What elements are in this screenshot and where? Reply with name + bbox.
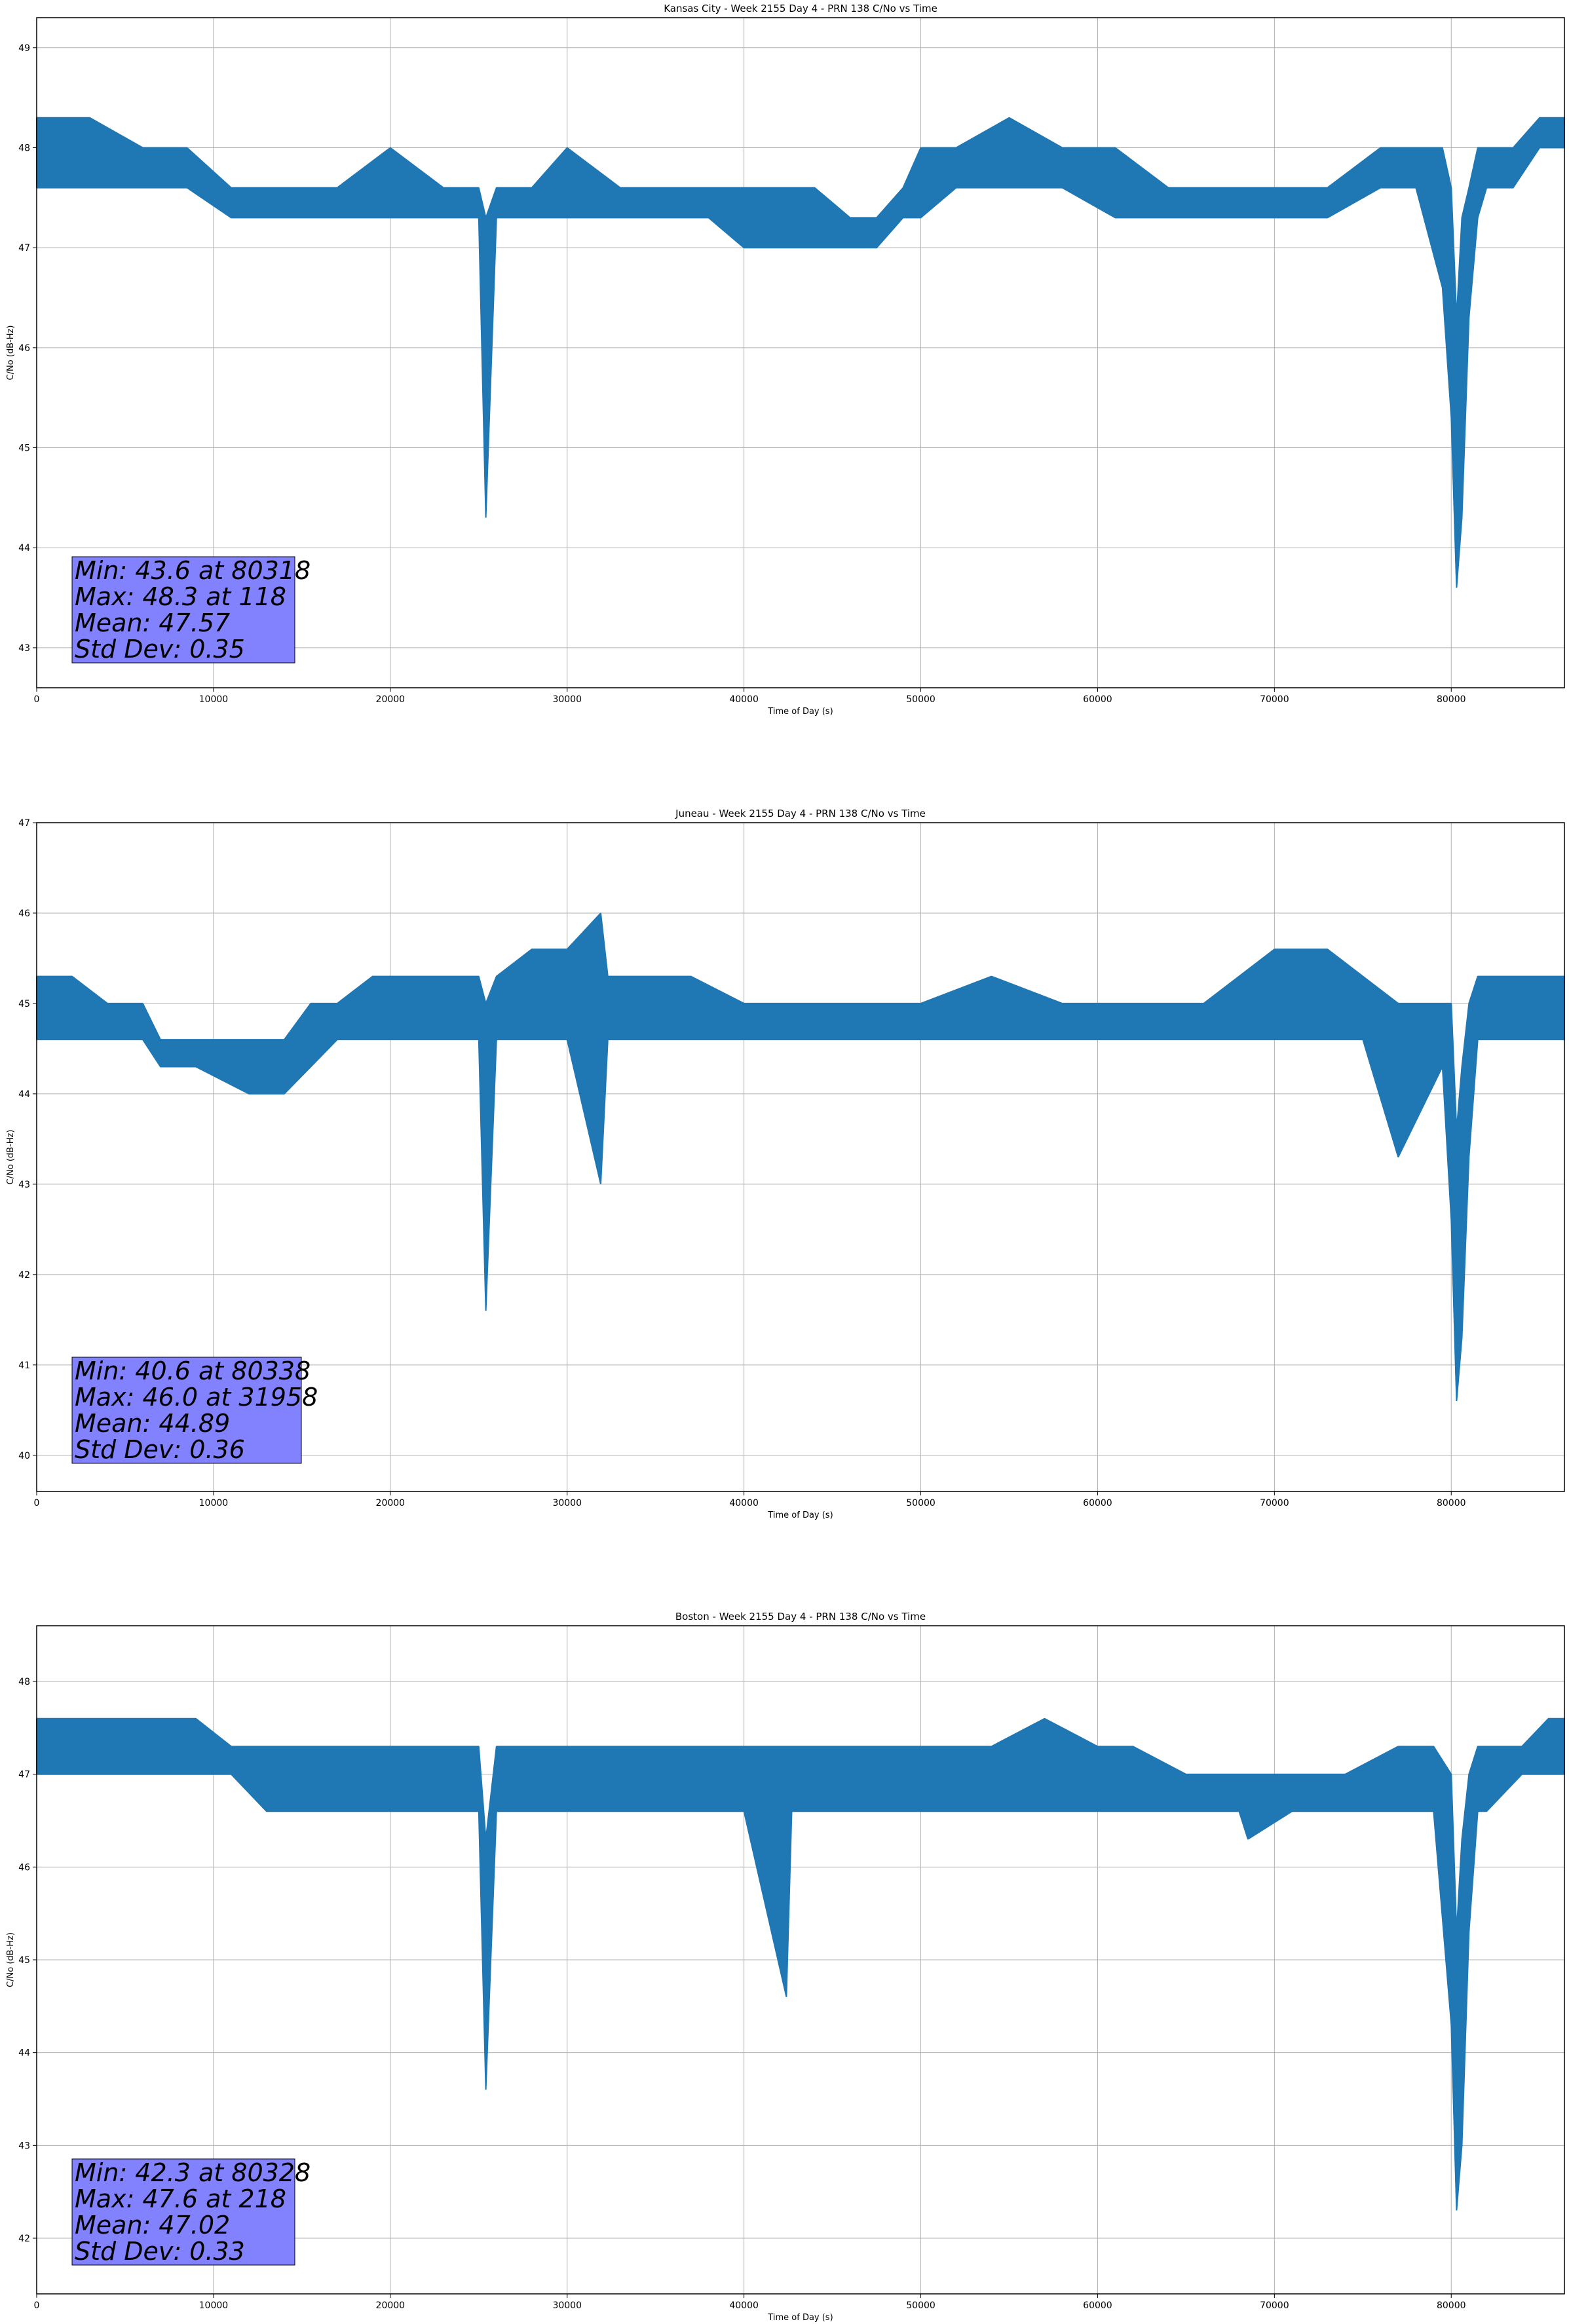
x-tick-label: 50000	[906, 1498, 936, 1509]
y-tick-label: 43	[18, 643, 30, 654]
y-tick-label: 43	[18, 2141, 30, 2151]
y-tick-label: 46	[18, 343, 30, 354]
stats-line: Mean: 44.89	[75, 1409, 230, 1438]
x-tick-label: 70000	[1260, 694, 1289, 705]
stats-line: Min: 42.3 at 80328	[75, 2158, 311, 2187]
stats-line: Max: 48.3 at 118	[75, 582, 286, 611]
x-tick-label: 10000	[199, 2300, 229, 2311]
y-tick-label: 46	[18, 1862, 30, 1873]
x-tick-label: 30000	[552, 2300, 582, 2311]
stats-line: Std Dev: 0.33	[75, 2237, 245, 2266]
x-axis-label: Time of Day (s)	[767, 707, 833, 717]
stats-line: Min: 40.6 at 80338	[75, 1357, 311, 1385]
x-tick-label: 20000	[376, 694, 406, 705]
x-tick-label: 20000	[376, 1498, 406, 1509]
y-tick-label: 45	[18, 443, 30, 454]
x-tick-label: 10000	[199, 1498, 229, 1509]
series-trace-band	[36, 912, 1565, 1402]
chart-panel-0: 0 10000 20000 30000 40000 50000 60000 70000 8000…	[6, 3, 1565, 717]
axes-frame	[36, 17, 1565, 688]
y-tick-label: 42	[18, 1270, 30, 1281]
x-tick-label: 30000	[552, 1498, 582, 1509]
x-tick-label: 0	[34, 1498, 40, 1509]
x-tick-label: 50000	[906, 2300, 936, 2311]
x-tick-label: 70000	[1260, 1498, 1289, 1509]
axes-frame	[36, 822, 1565, 1492]
stats-line: Mean: 47.02	[75, 2211, 230, 2240]
stats-line: Std Dev: 0.36	[75, 1435, 245, 1464]
chart-panel-2: 0 10000 20000 30000 40000 50000 60000 70000 8000…	[6, 1611, 1565, 2323]
y-tick-label: 48	[18, 143, 30, 153]
y-axis-label: C/No (dB-Hz)	[6, 326, 16, 381]
y-tick-label: 42	[18, 2234, 30, 2244]
y-tick-label: 44	[18, 1089, 30, 1100]
x-axis-label: Time of Day (s)	[767, 1510, 833, 1520]
x-tick-label: 40000	[729, 1498, 759, 1509]
series-trace-band	[36, 1717, 1565, 2211]
y-tick-label: 47	[18, 818, 30, 829]
chart-title: Boston - Week 2155 Day 4 - PRN 138 C/No …	[675, 1611, 926, 1622]
x-tick-label: 30000	[552, 694, 582, 705]
y-tick-label: 45	[18, 1955, 30, 1966]
series-trace-band	[36, 117, 1565, 588]
x-axis-label: Time of Day (s)	[767, 2313, 833, 2323]
x-tick-label: 50000	[906, 694, 936, 705]
stats-box	[71, 1357, 302, 1464]
stats-line: Min: 43.6 at 80318	[75, 556, 311, 585]
stats-line: Max: 46.0 at 31958	[75, 1383, 318, 1412]
stats-box	[71, 2158, 295, 2266]
chart-title: Kansas City - Week 2155 Day 4 - PRN 138 …	[664, 3, 937, 14]
x-tick-label: 60000	[1083, 1498, 1112, 1509]
x-tick-label: 70000	[1260, 2300, 1289, 2311]
x-tick-label: 0	[34, 694, 40, 705]
chart-title: Juneau - Week 2155 Day 4 - PRN 138 C/No …	[675, 808, 926, 819]
stats-box	[71, 556, 295, 664]
x-tick-label: 40000	[729, 694, 759, 705]
y-tick-label: 46	[18, 909, 30, 919]
y-tick-label: 40	[18, 1451, 30, 1461]
x-tick-label: 20000	[376, 2300, 406, 2311]
x-tick-label: 10000	[199, 694, 229, 705]
stats-line: Std Dev: 0.35	[75, 635, 245, 664]
x-tick-label: 0	[34, 2300, 40, 2311]
x-tick-label: 40000	[729, 2300, 759, 2311]
stats-line: Mean: 47.57	[75, 609, 230, 637]
x-tick-label: 80000	[1437, 2300, 1466, 2311]
y-tick-label: 45	[18, 999, 30, 1009]
y-tick-label: 44	[18, 2048, 30, 2059]
y-tick-label: 48	[18, 1677, 30, 1687]
y-tick-label: 43	[18, 1180, 30, 1190]
x-tick-label: 80000	[1437, 694, 1466, 705]
x-tick-label: 60000	[1083, 2300, 1112, 2311]
stats-line: Max: 47.6 at 218	[75, 2184, 286, 2213]
x-tick-label: 60000	[1083, 694, 1112, 705]
y-tick-label: 47	[18, 1770, 30, 1780]
y-tick-label: 44	[18, 543, 30, 553]
y-axis-label: C/No (dB-Hz)	[6, 1130, 16, 1185]
y-tick-label: 49	[18, 43, 30, 54]
y-tick-label: 47	[18, 243, 30, 253]
y-axis-label: C/No (dB-Hz)	[6, 1932, 16, 1987]
x-tick-label: 80000	[1437, 1498, 1466, 1509]
chart-panel-1: 0 10000 20000 30000 40000 50000 60000 70000 8000…	[6, 808, 1565, 1520]
y-tick-label: 41	[18, 1360, 30, 1371]
